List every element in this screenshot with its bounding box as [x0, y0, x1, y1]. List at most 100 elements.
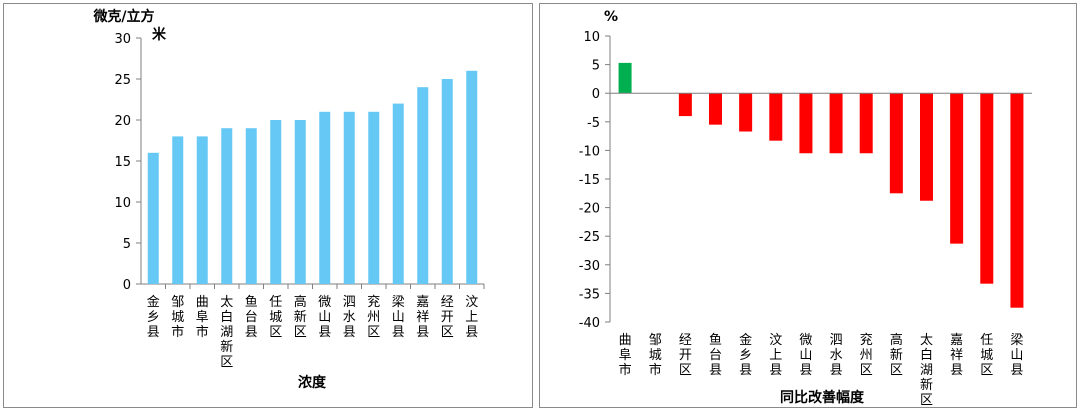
x-tick-label: 经 [679, 333, 692, 348]
x-axis-title: 同比改善幅度 [780, 389, 865, 406]
x-tick-label: 县 [709, 363, 722, 378]
y-tick-label: 10 [583, 30, 600, 45]
x-tick-label: 兖 [367, 295, 380, 310]
y-tick-label: 5 [123, 237, 131, 252]
x-tick-label: 县 [950, 363, 963, 378]
y-tick-label: 5 [592, 59, 600, 74]
x-tick-label: 州 [860, 348, 873, 363]
x-tick-label: 县 [318, 325, 331, 340]
x-tick-label: 城 [980, 348, 993, 363]
x-tick-label: 曲 [196, 295, 209, 310]
y-tick-label: 10 [114, 196, 131, 211]
x-tick-label: 水 [343, 310, 356, 325]
bar-曲阜市 [196, 136, 208, 284]
x-tick-label: 区 [980, 363, 993, 378]
bar-鱼台县 [245, 128, 257, 284]
concentration-bar-chart: 051015202530微克/立方米金乡县邹城市曲阜市太白湖新区鱼台县任城区高新… [92, 8, 485, 391]
x-tick-label: 邹 [171, 294, 184, 310]
x-tick-label: 县 [769, 363, 782, 378]
x-tick-label: 区 [920, 393, 933, 407]
x-tick-label: 台 [709, 348, 722, 363]
x-tick-label: 嘉 [416, 295, 429, 310]
x-tick-label: 乡 [147, 310, 160, 325]
x-tick-label: 县 [147, 325, 160, 340]
x-tick-label: 兖 [860, 333, 873, 348]
x-tick-label: 城 [269, 310, 282, 325]
x-tick-label: 梁 [392, 295, 405, 310]
x-tick-label: 区 [890, 363, 903, 378]
bar-金乡县 [147, 152, 159, 284]
x-tick-label: 阜 [196, 309, 209, 325]
x-tick-label: 汶 [465, 294, 478, 310]
x-tick-label: 台 [245, 310, 258, 325]
bar-经开区 [441, 79, 453, 284]
bar-汶上县 [466, 70, 478, 284]
bar-泗水县 [829, 93, 843, 154]
x-tick-label: 湖 [220, 325, 233, 340]
x-tick-label: 湖 [920, 363, 933, 378]
bar-经开区 [678, 93, 692, 117]
bar-泗水县 [343, 111, 355, 284]
y-tick-label: -20 [579, 202, 600, 217]
x-tick-label: 区 [220, 355, 233, 370]
x-tick-label: 山 [318, 310, 331, 325]
x-tick-label: 鱼 [709, 332, 722, 348]
x-tick-label: 太 [920, 333, 933, 348]
y-tick-label: -35 [579, 287, 600, 302]
y-tick-label: 30 [114, 32, 131, 47]
bar-高新区 [889, 93, 903, 194]
x-tick-label: 经 [441, 295, 454, 310]
x-tick-label: 乡 [739, 348, 752, 363]
y-tick-label: -40 [579, 316, 600, 331]
bar-梁山县 [1010, 93, 1024, 308]
bar-微山县 [799, 93, 813, 154]
x-tick-label: 区 [269, 325, 282, 340]
x-tick-label: 州 [367, 310, 380, 325]
bar-太白湖新区 [920, 93, 933, 201]
x-tick-label: 金 [739, 332, 752, 348]
y-axis-title-line1: 微克/立方 [92, 8, 154, 25]
x-tick-label: 曲 [619, 333, 632, 348]
chart-panel-concentration: 0 5 10 15 20 25 30 微克/立方米金乡县邹城市曲阜市太白湖新区鱼台县任城区高新… [3, 3, 533, 408]
x-tick-label: 市 [171, 324, 184, 340]
x-tick-label: 嘉 [950, 333, 963, 348]
x-tick-label: 白 [220, 309, 233, 325]
y-axis-unit: % [604, 9, 618, 25]
y-tick-label: 25 [114, 73, 131, 88]
x-tick-label: 区 [294, 325, 307, 340]
bar-嘉祥县 [950, 93, 964, 244]
y-axis-title-line2: 米 [152, 26, 167, 43]
x-tick-label: 区 [441, 325, 454, 340]
x-tick-label: 县 [245, 325, 258, 340]
y-tick-label: 20 [114, 114, 131, 129]
x-tick-label: 白 [920, 347, 933, 363]
y-tick-label: 0 [123, 278, 131, 293]
x-tick-label: 县 [465, 325, 478, 340]
x-tick-label: 县 [739, 363, 752, 378]
x-tick-label: 山 [1010, 348, 1023, 363]
x-tick-label: 区 [679, 363, 692, 378]
x-tick-label: 任 [269, 295, 282, 310]
x-tick-label: 上 [465, 310, 478, 325]
bar-嘉祥县 [417, 87, 429, 284]
y-tick-label: 15 [114, 155, 131, 170]
x-tick-label: 县 [343, 325, 356, 340]
x-tick-label: 新 [294, 309, 307, 325]
y-tick-label: -30 [579, 259, 600, 274]
x-tick-label: 城 [649, 348, 662, 363]
x-tick-label: 市 [649, 362, 662, 378]
x-tick-label: 新 [920, 377, 933, 393]
x-axis-title: 浓度 [298, 374, 327, 391]
x-tick-label: 山 [392, 310, 405, 325]
x-tick-label: 邹 [649, 332, 662, 348]
x-tick-label: 高 [294, 294, 307, 310]
bar-微山县 [319, 111, 331, 284]
bar-任城区 [980, 93, 994, 284]
x-tick-label: 汶 [769, 332, 782, 348]
x-tick-label: 县 [392, 325, 405, 340]
x-tick-label: 泗 [343, 295, 356, 310]
x-tick-label: 高 [890, 332, 903, 348]
x-tick-label: 水 [830, 348, 843, 363]
bar-鱼台县 [709, 93, 722, 125]
x-tick-label: 山 [799, 348, 812, 363]
